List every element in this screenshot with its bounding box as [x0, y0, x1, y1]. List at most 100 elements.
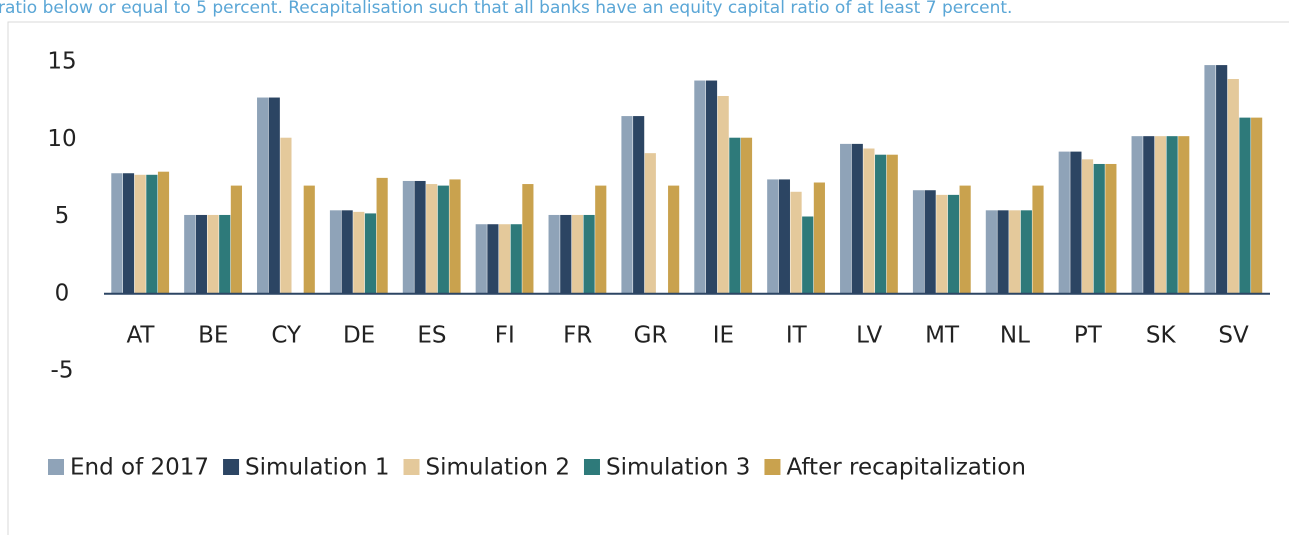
- bar: [912, 190, 925, 294]
- x-tick-label: IT: [786, 323, 808, 349]
- bar: [633, 116, 645, 294]
- bar: [583, 214, 595, 294]
- bar: [644, 153, 656, 294]
- bar: [1081, 159, 1094, 294]
- legend-swatch: [583, 459, 600, 475]
- x-tick-label: FR: [563, 323, 592, 349]
- bar: [122, 173, 135, 294]
- bar: [778, 179, 790, 294]
- bar: [813, 182, 825, 294]
- bar: [364, 213, 377, 294]
- legend-label: Simulation 3: [606, 455, 750, 481]
- x-tick-label: CY: [271, 323, 302, 349]
- bar: [694, 80, 706, 294]
- bar: [1093, 163, 1105, 294]
- bar: [851, 143, 863, 294]
- bar: [219, 214, 231, 294]
- bar: [207, 214, 219, 294]
- x-tick-label: PT: [1074, 323, 1103, 349]
- x-tick-label: MT: [925, 323, 960, 349]
- x-tick-label: NL: [1000, 323, 1030, 349]
- bar: [437, 185, 449, 294]
- bar: [729, 137, 741, 294]
- legend-label: Simulation 1: [245, 455, 389, 481]
- bar: [947, 194, 960, 294]
- legend-label: End of 2017: [70, 455, 209, 481]
- bar: [886, 154, 898, 294]
- x-tick-label: AT: [126, 323, 155, 349]
- bar: [560, 214, 572, 294]
- chart-border: [7, 21, 1289, 535]
- legend-swatch: [403, 459, 420, 475]
- bar: [341, 210, 353, 294]
- bar: [1166, 136, 1178, 294]
- bar: [767, 179, 779, 294]
- bar: [498, 224, 511, 294]
- bar: [195, 214, 207, 294]
- legend-swatch: [48, 459, 64, 475]
- bar: [376, 177, 388, 294]
- bar: [426, 184, 438, 294]
- x-tick-label: IE: [713, 323, 734, 349]
- bar: [1178, 136, 1190, 294]
- bar: [414, 180, 426, 294]
- bar: [280, 137, 292, 294]
- bar: [157, 171, 170, 294]
- bar: [475, 224, 487, 294]
- bar: [717, 95, 729, 294]
- bar: [595, 185, 607, 294]
- bar: [522, 184, 534, 294]
- bar: [449, 179, 461, 294]
- y-tick-label: -5: [51, 358, 74, 384]
- legend-swatch: [223, 459, 240, 475]
- bar: [329, 210, 342, 294]
- x-tick-label: GR: [634, 323, 668, 349]
- x-tick-label: SK: [1146, 323, 1177, 349]
- bar: [184, 214, 196, 294]
- bar: [1227, 78, 1239, 294]
- bar: [510, 224, 522, 294]
- bar: [985, 210, 997, 294]
- x-tick-label: FI: [495, 323, 515, 349]
- bar: [790, 191, 802, 294]
- bar: [303, 185, 315, 294]
- bar: [353, 211, 365, 294]
- bar: [997, 210, 1009, 294]
- bar: [1251, 117, 1263, 294]
- caption: ratio below or equal to 5 percent. Recap…: [0, 0, 1012, 18]
- y-tick-label: 15: [47, 49, 76, 75]
- legend-label: Simulation 2: [426, 455, 570, 481]
- bar: [402, 180, 414, 294]
- bar: [1131, 136, 1143, 294]
- bar: [668, 185, 680, 294]
- bar: [1204, 65, 1216, 294]
- bar: [548, 214, 560, 294]
- bar: [1105, 163, 1117, 294]
- bar: [146, 174, 158, 294]
- y-tick-label: 5: [55, 203, 70, 229]
- bar: [802, 216, 814, 294]
- bar: [936, 194, 948, 294]
- x-tick-label: BE: [198, 323, 228, 349]
- y-tick-label: 0: [55, 280, 70, 306]
- bar: [740, 137, 753, 294]
- bar: [1070, 151, 1082, 294]
- bar: [959, 185, 971, 294]
- bar: [1009, 210, 1021, 294]
- bar: [134, 174, 146, 294]
- x-tick-label: SV: [1218, 323, 1249, 349]
- bar: [257, 97, 269, 294]
- bar: [875, 154, 887, 294]
- bar: [1058, 151, 1070, 294]
- bar: [571, 214, 584, 294]
- bar: [840, 143, 852, 294]
- bar: [1020, 210, 1032, 294]
- bar: [1154, 136, 1167, 294]
- bar: [1143, 136, 1155, 294]
- x-tick-label: ES: [417, 323, 446, 349]
- bar: [621, 116, 633, 294]
- bar: [268, 97, 280, 294]
- y-tick-label: 10: [47, 126, 76, 152]
- bar: [705, 80, 718, 294]
